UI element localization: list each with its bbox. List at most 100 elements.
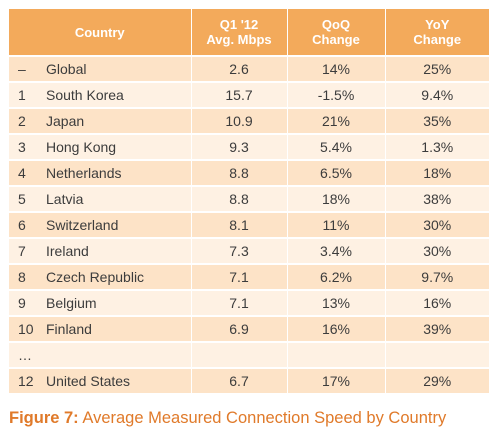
header-row: Country Q1 '12 Avg. Mbps QoQ Change YoY … bbox=[9, 9, 489, 56]
country-cell: 3 Hong Kong bbox=[9, 133, 191, 160]
yoy-change-cell: 9.7% bbox=[384, 263, 489, 290]
table-row: 5 Latvia 8.8 18% 38% bbox=[9, 185, 489, 212]
rank-label: 12 bbox=[18, 373, 34, 389]
yoy-change-cell: 35% bbox=[384, 107, 489, 134]
yoy-change-cell: 9.4% bbox=[384, 81, 489, 108]
qoq-change-cell: 14% bbox=[286, 55, 385, 82]
country-cell: 9 Belgium bbox=[9, 289, 191, 316]
table-row: 3 Hong Kong 9.3 5.4% 1.3% bbox=[9, 133, 489, 160]
country-cell: 10 Finland bbox=[9, 315, 191, 342]
rank-label: 2 bbox=[18, 113, 26, 129]
avg-speed-cell: 8.8 bbox=[190, 159, 287, 186]
yoy-change-cell: 38% bbox=[384, 185, 489, 212]
country-name: Hong Kong bbox=[46, 139, 117, 155]
avg-speed-cell: 7.1 bbox=[190, 289, 287, 316]
country-name: Netherlands bbox=[46, 165, 122, 181]
table-row: 9 Belgium 7.1 13% 16% bbox=[9, 289, 489, 316]
yoy-change-cell: 29% bbox=[384, 367, 489, 393]
qoq-change-cell: -1.5% bbox=[286, 81, 385, 108]
yoy-change-cell: 16% bbox=[384, 289, 489, 316]
header-yoy-line2: Change bbox=[413, 32, 462, 47]
table-row: … bbox=[9, 341, 489, 368]
header-country-label: Country bbox=[74, 24, 125, 40]
connection-speed-table-container: Country Q1 '12 Avg. Mbps QoQ Change YoY … bbox=[9, 9, 489, 393]
avg-speed-cell: 15.7 bbox=[190, 81, 287, 108]
country-name: Switzerland bbox=[46, 217, 119, 233]
table-row: 12 United States 6.7 17% 29% bbox=[9, 367, 489, 393]
rank-label: 8 bbox=[18, 269, 26, 285]
country-cell: 12 United States bbox=[9, 367, 191, 393]
rank-label: … bbox=[18, 347, 32, 363]
table-row: 10 Finland 6.9 16% 39% bbox=[9, 315, 489, 342]
rank-label: 1 bbox=[18, 87, 26, 103]
header-speed-line2: Avg. Mbps bbox=[206, 32, 272, 47]
qoq-change-cell: 21% bbox=[286, 107, 385, 134]
avg-speed-cell: 8.1 bbox=[190, 211, 287, 238]
header-yoy-line1: YoY bbox=[425, 17, 450, 32]
avg-speed-cell bbox=[190, 341, 287, 368]
qoq-change-cell: 13% bbox=[286, 289, 385, 316]
qoq-change-cell: 6.5% bbox=[286, 159, 385, 186]
figure-caption: Figure 7: Average Measured Connection Sp… bbox=[9, 409, 446, 428]
qoq-change-cell: 17% bbox=[286, 367, 385, 393]
rank-label: – bbox=[18, 61, 26, 77]
country-name: Belgium bbox=[46, 295, 97, 311]
table-header: Country Q1 '12 Avg. Mbps QoQ Change YoY … bbox=[9, 9, 489, 56]
yoy-change-cell: 18% bbox=[384, 159, 489, 186]
yoy-change-cell: 30% bbox=[384, 237, 489, 264]
table-row: 2 Japan 10.9 21% 35% bbox=[9, 107, 489, 134]
rank-label: 10 bbox=[18, 321, 34, 337]
figure-caption-text: Average Measured Connection Speed by Cou… bbox=[78, 409, 447, 427]
avg-speed-cell: 6.7 bbox=[190, 367, 287, 393]
qoq-change-cell: 11% bbox=[286, 211, 385, 238]
avg-speed-cell: 10.9 bbox=[190, 107, 287, 134]
avg-speed-cell: 7.1 bbox=[190, 263, 287, 290]
header-avg-speed: Q1 '12 Avg. Mbps bbox=[190, 9, 287, 56]
table-row: 4 Netherlands 8.8 6.5% 18% bbox=[9, 159, 489, 186]
country-cell: 8 Czech Republic bbox=[9, 263, 191, 290]
rank-label: 6 bbox=[18, 217, 26, 233]
country-name: United States bbox=[46, 373, 131, 389]
table-row: – Global 2.6 14% 25% bbox=[9, 55, 489, 82]
table-row: 8 Czech Republic 7.1 6.2% 9.7% bbox=[9, 263, 489, 290]
country-cell: 5 Latvia bbox=[9, 185, 191, 212]
country-name: Latvia bbox=[46, 191, 84, 207]
header-country: Country bbox=[9, 9, 191, 56]
table-row: 6 Switzerland 8.1 11% 30% bbox=[9, 211, 489, 238]
yoy-change-cell: 25% bbox=[384, 55, 489, 82]
table-row: 1 South Korea 15.7 -1.5% 9.4% bbox=[9, 81, 489, 108]
rank-label: 3 bbox=[18, 139, 26, 155]
country-name: Global bbox=[46, 61, 87, 77]
qoq-change-cell: 5.4% bbox=[286, 133, 385, 160]
country-name: South Korea bbox=[46, 87, 124, 103]
header-yoy-change: YoY Change bbox=[384, 9, 489, 56]
country-cell: 6 Switzerland bbox=[9, 211, 191, 238]
country-cell: 2 Japan bbox=[9, 107, 191, 134]
yoy-change-cell bbox=[384, 341, 489, 368]
avg-speed-cell: 8.8 bbox=[190, 185, 287, 212]
avg-speed-cell: 6.9 bbox=[190, 315, 287, 342]
qoq-change-cell: 6.2% bbox=[286, 263, 385, 290]
header-qoq-change: QoQ Change bbox=[286, 9, 385, 56]
header-qoq-line1: QoQ bbox=[321, 17, 351, 32]
country-cell: 1 South Korea bbox=[9, 81, 191, 108]
figure-label: Figure 7: bbox=[9, 409, 79, 427]
rank-label: 5 bbox=[18, 191, 26, 207]
country-name: Japan bbox=[46, 113, 85, 129]
rank-label: 9 bbox=[18, 295, 26, 311]
country-cell: … bbox=[9, 341, 191, 368]
country-cell: 7 Ireland bbox=[9, 237, 191, 264]
country-cell: – Global bbox=[9, 55, 191, 82]
qoq-change-cell: 3.4% bbox=[286, 237, 385, 264]
avg-speed-cell: 7.3 bbox=[190, 237, 287, 264]
table-body: – Global 2.6 14% 25% 1 South Korea 15.7 -1.5% 9.4… bbox=[9, 55, 489, 393]
rank-label: 7 bbox=[18, 243, 26, 259]
header-speed-line1: Q1 '12 bbox=[219, 17, 259, 32]
country-cell: 4 Netherlands bbox=[9, 159, 191, 186]
country-name: Ireland bbox=[46, 243, 89, 259]
yoy-change-cell: 39% bbox=[384, 315, 489, 342]
qoq-change-cell: 18% bbox=[286, 185, 385, 212]
country-name: Finland bbox=[46, 321, 92, 337]
qoq-change-cell bbox=[286, 341, 385, 368]
qoq-change-cell: 16% bbox=[286, 315, 385, 342]
